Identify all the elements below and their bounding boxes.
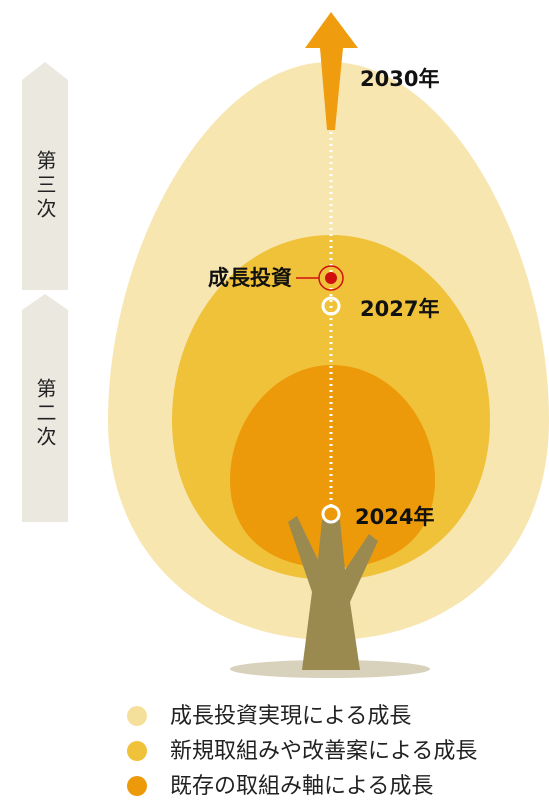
year-label: 2024年 bbox=[355, 505, 434, 529]
phase-arrow bbox=[22, 294, 68, 522]
legend-label: 新規取組みや改善案による成長 bbox=[170, 739, 477, 764]
legend-label: 成長投資実現による成長 bbox=[170, 704, 411, 729]
legend-swatch bbox=[127, 706, 147, 726]
investment-label: 成長投資 bbox=[208, 266, 292, 290]
phase-label: 第二次 bbox=[33, 378, 57, 450]
year-label: 2027年 bbox=[360, 297, 439, 321]
phase-label: 第三次 bbox=[33, 150, 57, 222]
legend-swatch bbox=[127, 741, 147, 761]
year-label: 2030年 bbox=[360, 67, 439, 91]
canopy-inner bbox=[230, 365, 435, 568]
trunk bbox=[288, 516, 378, 670]
phase-arrow bbox=[22, 62, 68, 290]
year-marker bbox=[321, 296, 341, 316]
legend-label: 既存の取組み軸による成長 bbox=[170, 774, 433, 799]
legend-swatch bbox=[127, 776, 147, 796]
investment-dot bbox=[325, 272, 337, 284]
growth-arrow bbox=[305, 12, 358, 130]
year-marker bbox=[321, 504, 341, 524]
